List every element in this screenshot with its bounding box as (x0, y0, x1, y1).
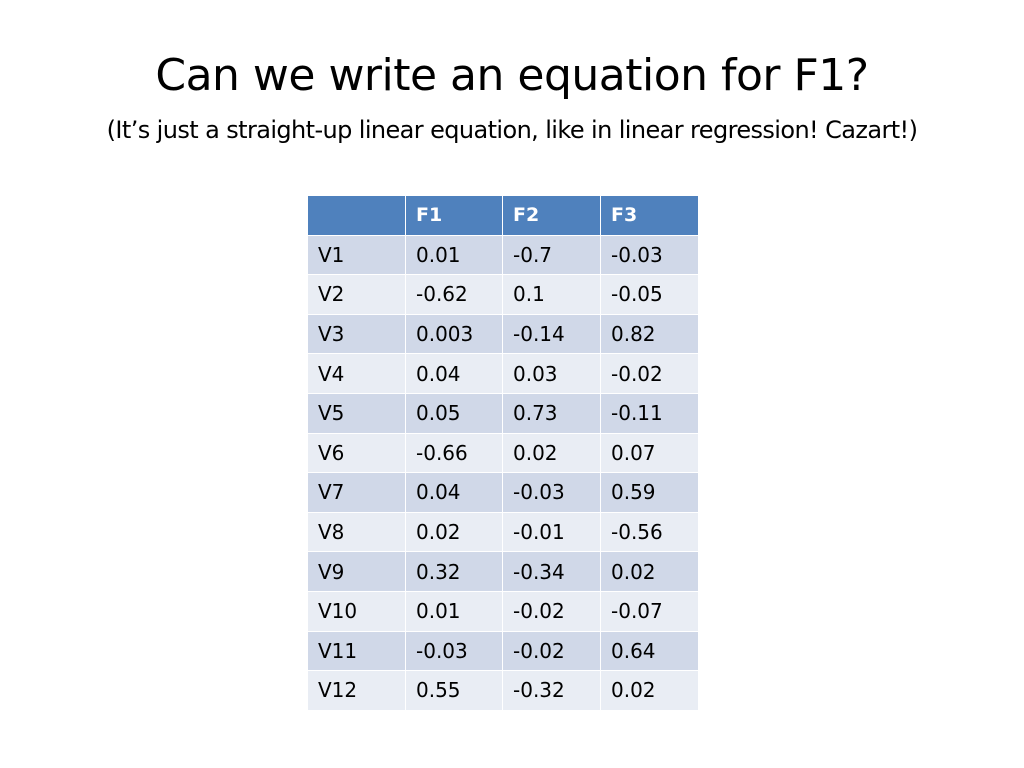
row-label: V5 (307, 392, 406, 434)
table-row: V4 0.04 0.03 -0.02 (307, 353, 699, 394)
cell-f3: -0.11 (600, 392, 699, 434)
cell-f1: -0.66 (405, 432, 503, 474)
cell-f2: 0.73 (502, 392, 601, 434)
cell-f2: -0.02 (502, 590, 601, 632)
header-cell-f1: F1 (405, 195, 503, 236)
table-row: V12 0.55 -0.32 0.02 (307, 670, 699, 711)
loadings-table-container: F1 F2 F3 V1 0.01 -0.7 -0.03 V2 -0.62 0.1… (307, 195, 699, 711)
slide-title: Can we write an equation for F1? (155, 50, 869, 101)
table-row: V11 -0.03 -0.02 0.64 (307, 630, 699, 672)
table-row: V2 -0.62 0.1 -0.05 (307, 274, 699, 315)
cell-f3: 0.02 (600, 551, 699, 592)
cell-f2: -0.01 (502, 511, 601, 553)
cell-f2: 0.1 (502, 274, 601, 315)
row-label: V2 (307, 274, 406, 315)
header-cell-f2: F2 (502, 195, 601, 236)
cell-f1: 0.01 (405, 590, 503, 632)
cell-f3: 0.82 (600, 313, 699, 355)
cell-f3: -0.05 (600, 274, 699, 315)
cell-f1: -0.03 (405, 630, 503, 672)
cell-f1: 0.05 (405, 392, 503, 434)
cell-f2: -0.02 (502, 630, 601, 672)
row-label: V6 (307, 432, 406, 474)
row-label: V11 (307, 630, 406, 672)
cell-f2: 0.03 (502, 353, 601, 394)
row-label: V12 (307, 670, 406, 711)
cell-f2: 0.02 (502, 432, 601, 474)
cell-f3: -0.07 (600, 590, 699, 632)
cell-f2: -0.32 (502, 670, 601, 711)
header-cell-f3: F3 (600, 195, 699, 236)
row-label: V7 (307, 472, 406, 513)
row-label: V10 (307, 590, 406, 632)
row-label: V4 (307, 353, 406, 394)
cell-f3: -0.56 (600, 511, 699, 553)
loadings-table: F1 F2 F3 V1 0.01 -0.7 -0.03 V2 -0.62 0.1… (307, 195, 699, 711)
cell-f3: -0.03 (600, 234, 699, 276)
cell-f1: -0.62 (405, 274, 503, 315)
cell-f1: 0.32 (405, 551, 503, 592)
header-cell-blank (307, 195, 406, 236)
cell-f1: 0.003 (405, 313, 503, 355)
cell-f2: -0.03 (502, 472, 601, 513)
cell-f3: 0.64 (600, 630, 699, 672)
table-header-row: F1 F2 F3 (307, 195, 699, 236)
row-label: V1 (307, 234, 406, 276)
row-label: V8 (307, 511, 406, 553)
row-label: V9 (307, 551, 406, 592)
table-row: V6 -0.66 0.02 0.07 (307, 432, 699, 474)
table-row: V8 0.02 -0.01 -0.56 (307, 511, 699, 553)
cell-f3: 0.59 (600, 472, 699, 513)
table-row: V9 0.32 -0.34 0.02 (307, 551, 699, 592)
cell-f3: 0.07 (600, 432, 699, 474)
cell-f3: -0.02 (600, 353, 699, 394)
table-row: V10 0.01 -0.02 -0.07 (307, 590, 699, 632)
cell-f1: 0.04 (405, 353, 503, 394)
cell-f2: -0.14 (502, 313, 601, 355)
cell-f1: 0.55 (405, 670, 503, 711)
table-row: V3 0.003 -0.14 0.82 (307, 313, 699, 355)
table-row: V1 0.01 -0.7 -0.03 (307, 234, 699, 276)
cell-f1: 0.01 (405, 234, 503, 276)
cell-f1: 0.04 (405, 472, 503, 513)
slide-subtitle: (It’s just a straight-up linear equation… (106, 116, 918, 144)
cell-f2: -0.7 (502, 234, 601, 276)
table-row: V5 0.05 0.73 -0.11 (307, 392, 699, 434)
row-label: V3 (307, 313, 406, 355)
cell-f2: -0.34 (502, 551, 601, 592)
cell-f1: 0.02 (405, 511, 503, 553)
table-row: V7 0.04 -0.03 0.59 (307, 472, 699, 513)
cell-f3: 0.02 (600, 670, 699, 711)
